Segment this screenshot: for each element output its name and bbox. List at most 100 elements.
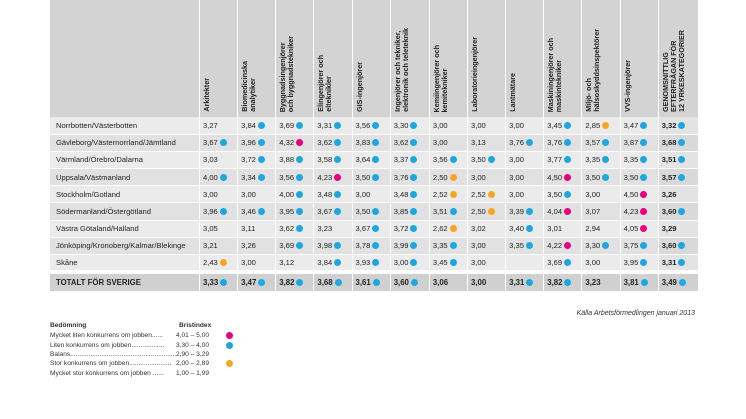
- status-dot-blue: [564, 278, 572, 286]
- status-dot-pink: [334, 173, 342, 181]
- cell-value: 3,58: [317, 155, 333, 165]
- cell-content: 3,96: [241, 138, 265, 147]
- cell-value: 3,50: [355, 172, 371, 182]
- status-dot-pink: [564, 242, 572, 250]
- cell-value: 3,12: [279, 257, 295, 267]
- cell-content: 3,57: [585, 138, 610, 147]
- cell-value: 3,00: [471, 257, 486, 267]
- status-dot-orange: [226, 360, 233, 368]
- cell-content: 4,23: [317, 172, 342, 182]
- cell-value: 4,04: [547, 207, 563, 217]
- cell-content: 3,50: [356, 207, 380, 216]
- legend-range: 3,30 – 4,00: [176, 341, 209, 349]
- status-dot-blue: [564, 121, 572, 129]
- cell-value: 3,23: [585, 277, 601, 287]
- cell-content: 2,52: [433, 190, 457, 199]
- table-row: Södermanland/Östergötland 3,96 3,46 3,95 3,6…: [50, 202, 700, 221]
- cell-value: 3,00: [471, 241, 486, 251]
- index-cell: 3,69: [275, 237, 315, 256]
- average-cell: 3,29: [658, 220, 700, 238]
- legend: Bedömning Bristindex Mycket liten konkur…: [50, 322, 250, 378]
- region-name: Västra Götaland/Halland: [50, 220, 200, 238]
- index-cell: 3,95: [620, 254, 659, 273]
- index-cell: 3,35: [429, 237, 469, 256]
- cell-value: 4,50: [623, 189, 639, 199]
- status-dot-blue: [257, 173, 265, 181]
- cell-value: 2,94: [585, 224, 601, 234]
- cell-value: 3,27: [202, 120, 218, 130]
- header-corner: [50, 0, 200, 117]
- cell-content: 2,43: [203, 258, 227, 267]
- status-dot-blue: [334, 190, 342, 198]
- index-cell: 3,00: [429, 117, 469, 135]
- cell-content: 3,29: [662, 224, 677, 233]
- cell-value: 3,00: [355, 189, 371, 199]
- index-cell: 3,96: [199, 202, 239, 221]
- cell-content: 3,87: [624, 138, 648, 147]
- shortage-index-table: Arkitekter Biomedicinska analytiker Byggna…: [50, 0, 700, 293]
- status-dot-pink: [564, 173, 572, 181]
- index-cell: 4,50: [543, 168, 583, 187]
- cell-content: 3,00: [433, 138, 448, 147]
- column-header: Elingenjörer och elteknikler: [313, 0, 353, 117]
- total-cell: 3,33: [199, 269, 239, 293]
- column-header: GIS-ingenjörer: [352, 0, 391, 117]
- cell-content: 3,93: [356, 258, 380, 267]
- index-cell: 3,50: [467, 151, 507, 170]
- cell-content: 3,62: [317, 138, 342, 147]
- cell-value: 3,00: [585, 189, 601, 199]
- cell-value: 3,61: [355, 277, 371, 287]
- total-cell: 3,82: [543, 269, 583, 293]
- status-dot-blue: [372, 208, 380, 216]
- source-note: Källa Arbetsförmedlingen januari 2013: [576, 310, 695, 317]
- status-dot-blue: [678, 173, 686, 181]
- cell-value: 3,45: [432, 257, 448, 267]
- status-dot-blue: [372, 258, 380, 266]
- status-dot-blue: [410, 208, 418, 216]
- cell-content: 3,12: [279, 258, 294, 267]
- index-cell: 3,37: [390, 151, 430, 170]
- index-cell: 3,84: [313, 254, 353, 273]
- cell-value: 3,88: [279, 155, 295, 165]
- index-cell: 3,21: [199, 237, 239, 256]
- cell-content: 3,13: [471, 138, 486, 147]
- status-dot-blue: [449, 258, 457, 266]
- total-cell: 3,23: [581, 269, 621, 293]
- cell-value: 3,57: [661, 172, 677, 182]
- status-dot-blue: [258, 278, 266, 286]
- cell-content: 3,00: [241, 190, 256, 199]
- cell-content: 3,60: [662, 207, 686, 216]
- index-cell: 3,03: [199, 151, 239, 170]
- index-cell: 3,56: [429, 151, 469, 170]
- cell-content: 3,48: [394, 190, 418, 199]
- column-header: GENOMSNITTLIG EFTERFRÅGAN FÖR 12 YRKESKA…: [658, 0, 700, 117]
- status-dot-blue: [296, 242, 304, 250]
- cell-content: 2,52: [471, 190, 495, 199]
- cell-value: 3,00: [585, 257, 601, 267]
- cell-content: 3,82: [547, 278, 572, 287]
- status-dot-orange: [487, 190, 495, 198]
- cell-value: 3,68: [661, 138, 677, 148]
- status-dot-blue: [602, 173, 610, 181]
- index-cell: 3,98: [313, 237, 353, 256]
- status-dot-blue: [410, 173, 418, 181]
- cell-value: 3,99: [393, 241, 409, 251]
- index-cell: 3,72: [237, 151, 277, 170]
- column-header-label: Elingenjörer och elteknikler: [316, 55, 334, 112]
- status-dot-blue: [296, 225, 304, 233]
- cell-content: 3,51: [662, 155, 686, 164]
- cell-value: 2,52: [432, 189, 448, 199]
- cell-value: 3,13: [471, 138, 486, 148]
- cell-content: 3,01: [547, 224, 562, 233]
- cell-content: 3,23: [317, 224, 332, 233]
- cell-content: 3,58: [317, 155, 342, 165]
- cell-content: 3,35: [624, 155, 648, 164]
- index-cell: 4,32: [275, 134, 315, 152]
- region-name: Södermanland/Östergötland: [50, 202, 200, 221]
- cell-content: 3,76: [547, 138, 572, 147]
- cell-content: 3,95: [624, 258, 648, 267]
- cell-content: 3,00: [509, 121, 524, 130]
- index-cell: 3,07: [581, 202, 621, 221]
- cell-value: 4,23: [317, 172, 333, 182]
- status-dot-blue: [640, 173, 648, 181]
